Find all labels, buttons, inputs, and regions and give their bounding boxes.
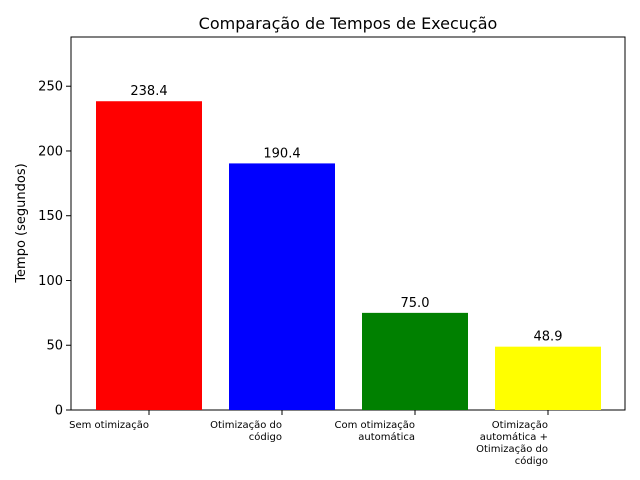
x-tick-label: Otimização do código [210,420,282,443]
chart-title: Comparação de Tempos de Execução [199,14,498,33]
y-tick-label: 100 [38,274,63,289]
bar [229,163,335,410]
x-tick-label-line: Com otimização [335,420,415,431]
bar [362,312,468,410]
x-tick-label-line: código [249,431,282,443]
bar-value-label: 190.4 [263,146,300,161]
y-axis-label: Tempo (segundos) [14,163,29,283]
x-tick-label-line: Otimização [492,420,548,431]
x-tick-label-line: código [515,455,548,467]
y-tick-label: 150 [38,209,63,224]
x-tick-label-line: automática [358,431,415,443]
bar-value-label: 75.0 [401,296,430,311]
x-tick-label: Sem otimização [69,420,149,431]
bar [495,346,601,410]
x-tick-label-line: Sem otimização [69,420,149,431]
x-tick-label-line: Otimização do [210,420,282,431]
y-tick-label: 0 [55,404,63,419]
bar-value-label: 48.9 [534,330,563,345]
y-tick-label: 250 [38,80,63,95]
x-tick-label-line: automática + [480,431,548,443]
plot-frame [70,36,626,411]
x-tick-label-line: Otimização do [476,444,548,455]
y-tick-label: 200 [38,144,63,159]
x-tick-label: Com otimização automática [335,420,415,443]
x-tick-label: Otimização automática + Otimização do códig… [476,420,548,467]
bar [96,101,202,410]
plot-area: 0 50 100 150 200 250 238.4 Sem otimização 190.4 O… [38,36,626,467]
y-tick-label: 50 [46,339,63,354]
bar-value-label: 238.4 [130,84,167,99]
